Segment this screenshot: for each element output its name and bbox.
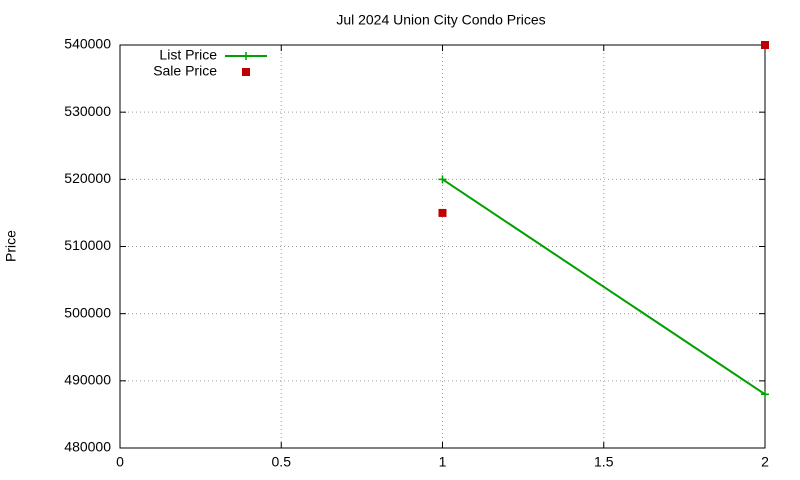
- chart-title: Jul 2024 Union City Condo Prices: [336, 12, 545, 28]
- plot-border: [119, 44, 766, 449]
- y-axis-label: Price: [3, 230, 19, 262]
- legend-marker: [242, 52, 250, 60]
- x-tick-label: 0.5: [272, 454, 292, 470]
- y-tick-label: 540000: [64, 36, 111, 52]
- data-point: [438, 208, 447, 217]
- x-tick-label: 1.5: [594, 454, 614, 470]
- x-tick-label: 0: [116, 454, 124, 470]
- x-tick-label: 2: [761, 454, 769, 470]
- y-tick-label: 490000: [64, 372, 111, 388]
- y-tick-label: 530000: [64, 103, 111, 119]
- y-tick-label: 480000: [64, 439, 111, 455]
- legend-label: List Price: [159, 47, 217, 63]
- data-point: [438, 175, 447, 184]
- y-tick-label: 500000: [64, 304, 111, 320]
- x-tick-label: 1: [439, 454, 447, 470]
- y-tick-label: 520000: [64, 170, 111, 186]
- legend-marker: [242, 68, 250, 76]
- legend-label: Sale Price: [153, 63, 217, 79]
- data-point: [761, 41, 769, 49]
- y-tick-label: 510000: [64, 237, 111, 253]
- data-point: [761, 390, 769, 399]
- series-line: [441, 178, 766, 396]
